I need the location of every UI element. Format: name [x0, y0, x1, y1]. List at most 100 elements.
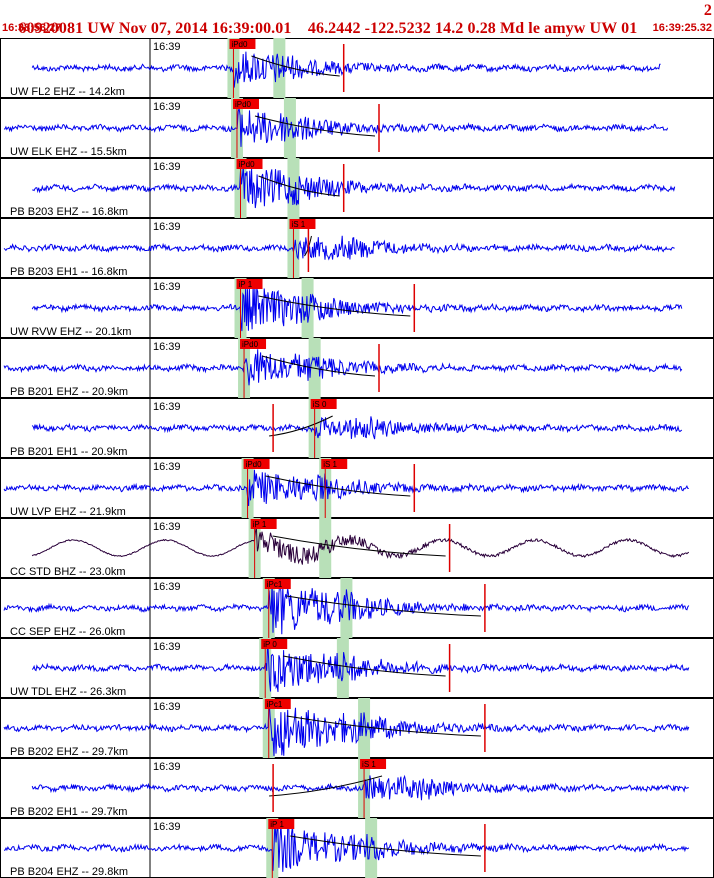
- minute-label: 16:39: [153, 761, 181, 773]
- trace-panel[interactable]: 16:39 iP 1 UW RVW EHZ -- 20.1km: [0, 278, 714, 338]
- trace-panel[interactable]: 16:39 iS 1 PB B202 EH1 -- 29.7km: [0, 758, 714, 818]
- pick-label-bg: [243, 459, 270, 469]
- pick-label-text: iPd0: [239, 160, 256, 169]
- event-summary: 60920081 UW Nov 07, 2014 16:39:00.01 46.…: [18, 20, 638, 37]
- pick-label-text: iS 1: [291, 220, 305, 229]
- coda-envelope: [254, 115, 376, 137]
- seismogram-panels[interactable]: 16:39 iPd0 UW FL2 EHZ -- 14.2km 16:39 iPd0 UW…: [0, 38, 714, 878]
- waveform: [31, 639, 690, 692]
- station-label: UW FL2 EHZ -- 14.2km: [10, 86, 125, 98]
- minute-label: 16:39: [153, 821, 181, 833]
- pick-label[interactable]: iPd0: [243, 459, 270, 469]
- station-label: UW LVP EHZ -- 21.9km: [10, 506, 126, 518]
- station-label: PB B204 EHZ -- 29.8km: [10, 866, 128, 878]
- pick-label[interactable]: iS 0: [310, 399, 337, 409]
- pick-label[interactable]: iS 1: [360, 759, 387, 769]
- station-label: CC SEP EHZ -- 26.0km: [10, 626, 125, 638]
- pick-label[interactable]: iPd0: [240, 339, 267, 349]
- pick-label[interactable]: iPc1: [264, 699, 291, 709]
- s-pick-band: [340, 578, 353, 638]
- waveform: [31, 774, 689, 801]
- trace-panel[interactable]: 16:39 iPc1 CC SEP EHZ -- 26.0km: [0, 578, 714, 638]
- coda-envelope: [290, 835, 481, 857]
- pick-label[interactable]: iS 1: [321, 459, 348, 469]
- waveform: [3, 820, 690, 872]
- station-label: PB B202 EHZ -- 29.7km: [10, 746, 128, 758]
- station-label: UW TDL EHZ -- 26.3km: [10, 686, 126, 698]
- pick-label-text: iPc1: [267, 700, 283, 709]
- minute-label: 16:39: [153, 41, 181, 53]
- pick-label-bg: [240, 339, 267, 349]
- trace-panel[interactable]: 16:39 iS 1 PB B203 EH1 -- 16.8km: [0, 218, 714, 278]
- pick-label-text: iP 0: [263, 640, 277, 649]
- pick-label-bg: [310, 399, 337, 409]
- pick-label-text: iPd0: [231, 40, 248, 49]
- trace-panel[interactable]: 16:39 iP 0 UW TDL EHZ -- 26.3km: [0, 638, 714, 698]
- minute-label: 16:39: [153, 701, 181, 713]
- pick-label[interactable]: iPc1: [264, 579, 291, 589]
- station-label: UW ELK EHZ -- 15.5km: [10, 146, 127, 158]
- pick-label[interactable]: iPd0: [232, 99, 259, 109]
- pick-label[interactable]: iP 1: [268, 819, 295, 829]
- s-pick-band: [273, 38, 286, 98]
- coda-envelope: [258, 175, 340, 197]
- pick-label[interactable]: iPd0: [236, 159, 263, 169]
- waveform: [3, 108, 669, 147]
- station-label: PB B203 EH1 -- 16.8km: [10, 266, 127, 278]
- trace-panel[interactable]: 16:39 iPc1 PB B202 EHZ -- 29.7km: [0, 698, 714, 758]
- minute-label: 16:39: [153, 281, 181, 293]
- minute-label: 16:39: [153, 101, 181, 113]
- coda-envelope: [283, 655, 446, 677]
- trace-panel[interactable]: 16:39 iPd0 UW ELK EHZ -- 15.5km: [0, 98, 714, 158]
- minute-label: 16:39: [153, 341, 181, 353]
- coda-envelope: [265, 475, 411, 497]
- window-start-time: 16:38:53.27: [2, 22, 62, 34]
- pick-label-bg: [261, 639, 288, 649]
- pick-label-bg: [360, 759, 387, 769]
- pick-label[interactable]: iP 0: [261, 639, 288, 649]
- trace-panel[interactable]: 16:39 iP 1 CC STD BHZ -- 23.0km: [0, 518, 714, 578]
- trace-panel[interactable]: 16:39 iPd0 UW FL2 EHZ -- 14.2km: [0, 38, 714, 98]
- station-label: PB B201 EH1 -- 20.9km: [10, 446, 127, 458]
- minute-label: 16:39: [153, 221, 181, 233]
- pick-label-text: iPd0: [246, 460, 263, 469]
- pick-label-bg: [236, 279, 263, 289]
- s-pick-band: [283, 98, 296, 158]
- pick-label-text: iS 0: [313, 400, 327, 409]
- waveform: [31, 51, 661, 88]
- window-end-time: 16:39:25.32: [652, 22, 712, 34]
- pick-label-text: iS 1: [362, 760, 376, 769]
- s-pick-band: [319, 518, 332, 578]
- trace-panel[interactable]: 16:39 iPd0 PB B203 EHZ -- 16.8km: [0, 158, 714, 218]
- waveform: [31, 527, 690, 565]
- pick-label-bg: [268, 819, 295, 829]
- trace-panel[interactable]: 16:39 iS 0 PB B201 EH1 -- 20.9km: [0, 398, 714, 458]
- pick-label[interactable]: iPd0: [229, 39, 256, 49]
- coda-envelope: [269, 415, 333, 437]
- minute-label: 16:39: [153, 401, 181, 413]
- trace-panel[interactable]: 16:39 iPd0 PB B201 EHZ -- 20.9km: [0, 338, 714, 398]
- coda-envelope: [251, 55, 340, 77]
- waveform: [31, 285, 683, 332]
- coda-envelope: [258, 295, 411, 317]
- waveform: [3, 235, 675, 261]
- trace-panel[interactable]: 16:39 iPd0 iS 1 UW LVP EHZ -- 21.9km: [0, 458, 714, 518]
- pick-label-bg: [321, 459, 348, 469]
- pick-label-text: iP 1: [270, 820, 284, 829]
- station-label: PB B201 EHZ -- 20.9km: [10, 386, 128, 398]
- coda-envelope: [286, 715, 481, 737]
- pick-label[interactable]: iP 1: [250, 519, 277, 529]
- minute-label: 16:39: [153, 581, 181, 593]
- pick-label-bg: [264, 699, 291, 709]
- trace-panel[interactable]: 16:39 iP 1 PB B204 EHZ -- 29.8km: [0, 818, 714, 878]
- event-version: 2: [703, 2, 712, 19]
- pick-label[interactable]: iS 1: [289, 219, 316, 229]
- pick-label[interactable]: iP 1: [236, 279, 263, 289]
- station-label: PB B203 EHZ -- 16.8km: [10, 206, 128, 218]
- pick-label-text: iP 1: [253, 520, 267, 529]
- waveform: [3, 581, 690, 635]
- station-label: PB B202 EH1 -- 29.7km: [10, 806, 127, 818]
- minute-label: 16:39: [153, 641, 181, 653]
- minute-label: 16:39: [153, 161, 181, 173]
- station-label: UW RVW EHZ -- 20.1km: [10, 326, 131, 338]
